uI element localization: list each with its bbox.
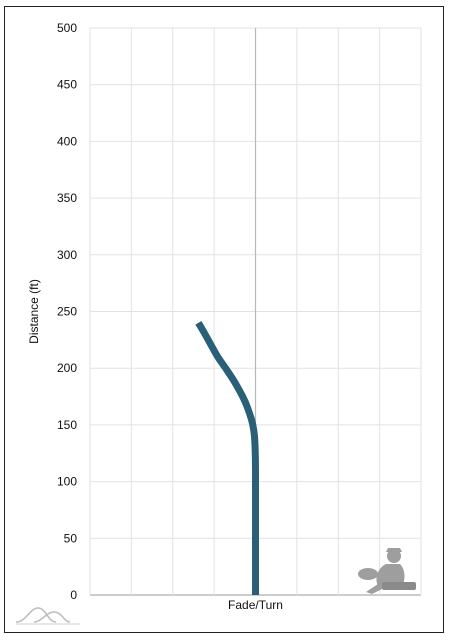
flight-path-line xyxy=(195,321,259,595)
y-tick-label: 450 xyxy=(57,78,77,92)
flight-curves-icon xyxy=(15,607,80,625)
y-tick-label: 300 xyxy=(57,248,77,262)
y-tick-label: 50 xyxy=(64,531,78,545)
y-tick-label: 100 xyxy=(57,475,77,489)
y-axis-ticks: 0 50 100 150 200 250 300 350 400 450 500 xyxy=(57,21,77,602)
x-axis-label: Fade/Turn xyxy=(228,598,283,612)
y-tick-label: 400 xyxy=(57,134,77,148)
y-tick-label: 150 xyxy=(57,418,77,432)
chart-frame xyxy=(4,6,444,633)
y-tick-label: 250 xyxy=(57,305,77,319)
y-tick-label: 500 xyxy=(57,21,77,35)
y-axis-label: Distance (ft) xyxy=(27,279,41,344)
disc-golfer-icon xyxy=(358,548,416,594)
y-tick-label: 200 xyxy=(57,361,77,375)
y-tick-label: 0 xyxy=(70,588,77,602)
y-tick-label: 350 xyxy=(57,191,77,205)
